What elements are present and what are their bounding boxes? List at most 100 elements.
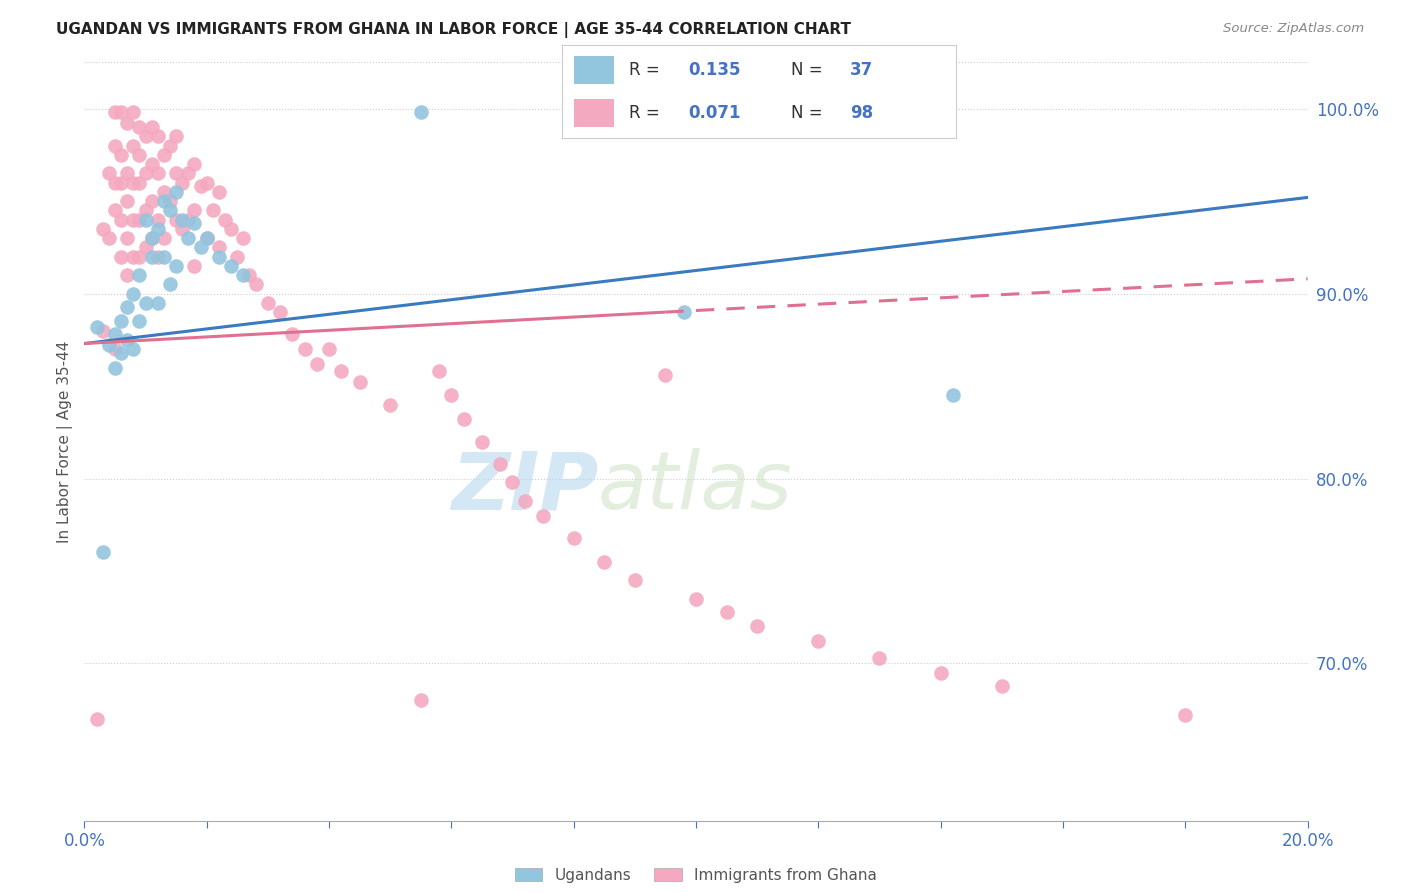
Point (747, 619, 769, 633)
Point (208, 240, 231, 254)
Point (195, 176, 218, 190)
Point (1174, 708, 1197, 723)
Point (172, 212, 194, 227)
Point (115, 300, 138, 314)
Point (86, 319, 108, 334)
Point (97, 231, 120, 245)
Point (294, 342, 316, 356)
Point (122, 286, 145, 301)
Point (141, 194, 163, 208)
Point (128, 250, 150, 264)
Point (122, 250, 145, 264)
Point (489, 457, 512, 471)
Point (159, 277, 181, 292)
Point (153, 250, 176, 264)
Point (190, 179, 212, 194)
Point (146, 166, 169, 180)
Point (122, 342, 145, 356)
Point (146, 212, 169, 227)
Point (110, 345, 132, 359)
Point (177, 212, 200, 227)
Point (135, 129, 157, 144)
Point (97, 338, 120, 352)
Point (281, 327, 304, 342)
Text: atlas: atlas (598, 448, 793, 526)
Point (201, 203, 224, 218)
Point (269, 305, 291, 319)
Point (159, 194, 181, 208)
Point (159, 138, 181, 153)
Point (91, 324, 114, 338)
Point (128, 268, 150, 282)
Point (238, 268, 260, 282)
Point (91, 222, 114, 236)
Point (305, 357, 328, 371)
Text: 0.135: 0.135 (689, 61, 741, 78)
Text: 37: 37 (849, 61, 873, 78)
Point (110, 250, 132, 264)
Point (146, 129, 169, 144)
Point (122, 176, 145, 190)
Point (135, 240, 157, 254)
Point (165, 129, 187, 144)
Point (91, 545, 114, 559)
Point (513, 493, 536, 508)
Point (502, 475, 524, 490)
Point (427, 364, 450, 378)
Point (165, 212, 187, 227)
Text: Source: ZipAtlas.com: Source: ZipAtlas.com (1223, 22, 1364, 36)
Point (135, 166, 157, 180)
Point (232, 268, 254, 282)
Point (245, 277, 267, 292)
Text: 0.071: 0.071 (689, 104, 741, 122)
FancyBboxPatch shape (574, 56, 613, 84)
Point (153, 148, 176, 162)
Point (349, 376, 371, 390)
Point (141, 250, 163, 264)
Point (110, 105, 132, 120)
Point (104, 327, 127, 342)
Point (183, 203, 205, 218)
Point (183, 216, 205, 230)
Point (115, 268, 138, 282)
Point (115, 116, 138, 130)
Point (122, 105, 145, 120)
Point (165, 185, 187, 199)
Point (153, 231, 176, 245)
Point (214, 212, 236, 227)
Point (172, 176, 194, 190)
Point (183, 259, 205, 273)
Point (128, 148, 150, 162)
Point (624, 573, 647, 587)
Point (409, 105, 432, 120)
Point (219, 259, 242, 273)
Point (219, 222, 242, 236)
Point (135, 203, 157, 218)
Point (172, 222, 194, 236)
Point (122, 212, 145, 227)
Point (654, 368, 676, 382)
Point (165, 166, 187, 180)
Point (929, 665, 952, 680)
Point (146, 250, 169, 264)
Point (453, 412, 475, 426)
Point (177, 166, 200, 180)
Point (440, 388, 463, 402)
Point (146, 222, 169, 236)
Point (104, 360, 127, 375)
Y-axis label: In Labor Force | Age 35-44: In Labor Force | Age 35-44 (58, 341, 73, 542)
Point (97, 166, 120, 180)
Point (869, 651, 891, 665)
Point (330, 364, 353, 378)
Point (115, 194, 138, 208)
Point (991, 679, 1014, 693)
Point (471, 434, 494, 449)
Point (110, 148, 132, 162)
Text: UGANDAN VS IMMIGRANTS FROM GHANA IN LABOR FORCE | AGE 35-44 CORRELATION CHART: UGANDAN VS IMMIGRANTS FROM GHANA IN LABO… (56, 22, 851, 38)
Point (165, 259, 187, 273)
Legend: Ugandans, Immigrants from Ghana: Ugandans, Immigrants from Ghana (509, 862, 883, 888)
Point (110, 314, 132, 328)
Point (195, 231, 218, 245)
Point (208, 250, 231, 264)
Point (177, 231, 200, 245)
